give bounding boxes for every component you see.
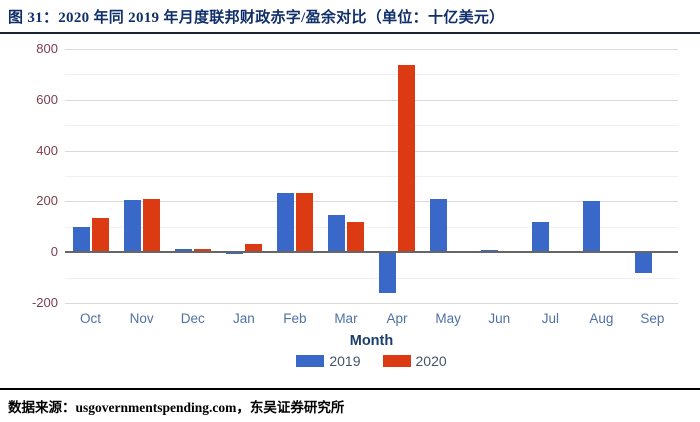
x-axis-label-Nov: Nov bbox=[129, 311, 154, 326]
y-axis-tick-label-800: 800 bbox=[36, 41, 58, 56]
bar-2020-Nov bbox=[142, 199, 160, 253]
bar-2020-Feb bbox=[295, 192, 313, 253]
bar-2020-Mar bbox=[347, 222, 364, 253]
x-axis-label-Mar: Mar bbox=[334, 311, 358, 326]
minor-gridline-500 bbox=[65, 125, 678, 127]
y-axis-tick-label-0: 0 bbox=[50, 244, 58, 260]
minor-gridline-300 bbox=[65, 176, 678, 177]
y-axis-tick-label-200: 200 bbox=[36, 193, 58, 209]
bar-2019-Jul bbox=[532, 221, 550, 253]
bar-2019-Dec bbox=[174, 248, 192, 253]
y-axis-tick-label-600: 600 bbox=[36, 91, 58, 107]
bar-2019-Jan bbox=[225, 252, 243, 255]
x-axis-label-Dec: Dec bbox=[180, 311, 205, 326]
minor-gridline--100 bbox=[65, 277, 678, 279]
x-axis-label-Aug: Aug bbox=[589, 311, 614, 326]
source-rule bbox=[0, 388, 700, 390]
zero-baseline bbox=[65, 251, 678, 254]
gridline-800 bbox=[65, 49, 678, 50]
legend-swatch-2020 bbox=[382, 355, 411, 367]
y-axis-tick-label--200: -200 bbox=[31, 295, 58, 310]
x-axis-label-Sep: Sep bbox=[640, 311, 665, 326]
gridline-200 bbox=[65, 201, 678, 203]
bar-2019-Sep bbox=[634, 252, 652, 274]
x-axis-title: Month bbox=[349, 333, 394, 349]
legend-label-2020: 2020 bbox=[415, 353, 447, 369]
x-axis-label-Jul: Jul bbox=[541, 311, 559, 326]
bar-2019-Mar bbox=[328, 214, 345, 253]
bar-2019-Apr bbox=[379, 252, 396, 293]
bar-2019-May bbox=[430, 199, 448, 253]
x-axis-label-May: May bbox=[435, 311, 461, 326]
gridline-600 bbox=[65, 99, 678, 101]
bar-2019-Feb bbox=[276, 192, 294, 253]
legend: 2019 2020 bbox=[65, 353, 678, 369]
minor-gridline-700 bbox=[65, 74, 678, 76]
x-axis-label-Feb: Feb bbox=[283, 311, 307, 326]
monthly-deficit-bar-chart: 800 600 400 200 0 -200 Oct Nov Dec Jan Feb Mar Apr Ma… bbox=[0, 40, 700, 378]
x-axis-label-Oct: Oct bbox=[80, 311, 102, 326]
bar-2019-Aug bbox=[583, 201, 601, 253]
minor-gridline-100 bbox=[65, 226, 678, 228]
x-axis-label-Apr: Apr bbox=[386, 311, 408, 326]
legend-swatch-2019 bbox=[296, 355, 325, 367]
legend-item-2020: 2020 bbox=[382, 353, 447, 369]
bar-2020-Jan bbox=[244, 243, 262, 253]
legend-item-2019: 2019 bbox=[296, 353, 361, 369]
bar-2020-Dec bbox=[193, 248, 211, 253]
legend-label-2019: 2019 bbox=[329, 353, 361, 369]
gridline-400 bbox=[65, 150, 678, 152]
x-axis-label-Jun: Jun bbox=[488, 311, 511, 326]
bar-2019-Oct bbox=[72, 226, 90, 253]
bar-2019-Nov bbox=[123, 200, 141, 253]
x-axis-label-Jan: Jan bbox=[232, 311, 255, 326]
gridline--200 bbox=[65, 303, 678, 304]
title-rule bbox=[0, 32, 700, 34]
bar-2020-Apr bbox=[398, 64, 415, 253]
source-text: 数据来源：usgovernmentspending.com，东吴证券研究所 bbox=[8, 400, 345, 415]
figure-title: 图 31：2020 年同 2019 年月度联邦财政赤字/盈余对比（单位：十亿美元… bbox=[8, 10, 505, 26]
bar-2020-Oct bbox=[91, 218, 109, 253]
y-axis-tick-label-400: 400 bbox=[36, 142, 58, 158]
